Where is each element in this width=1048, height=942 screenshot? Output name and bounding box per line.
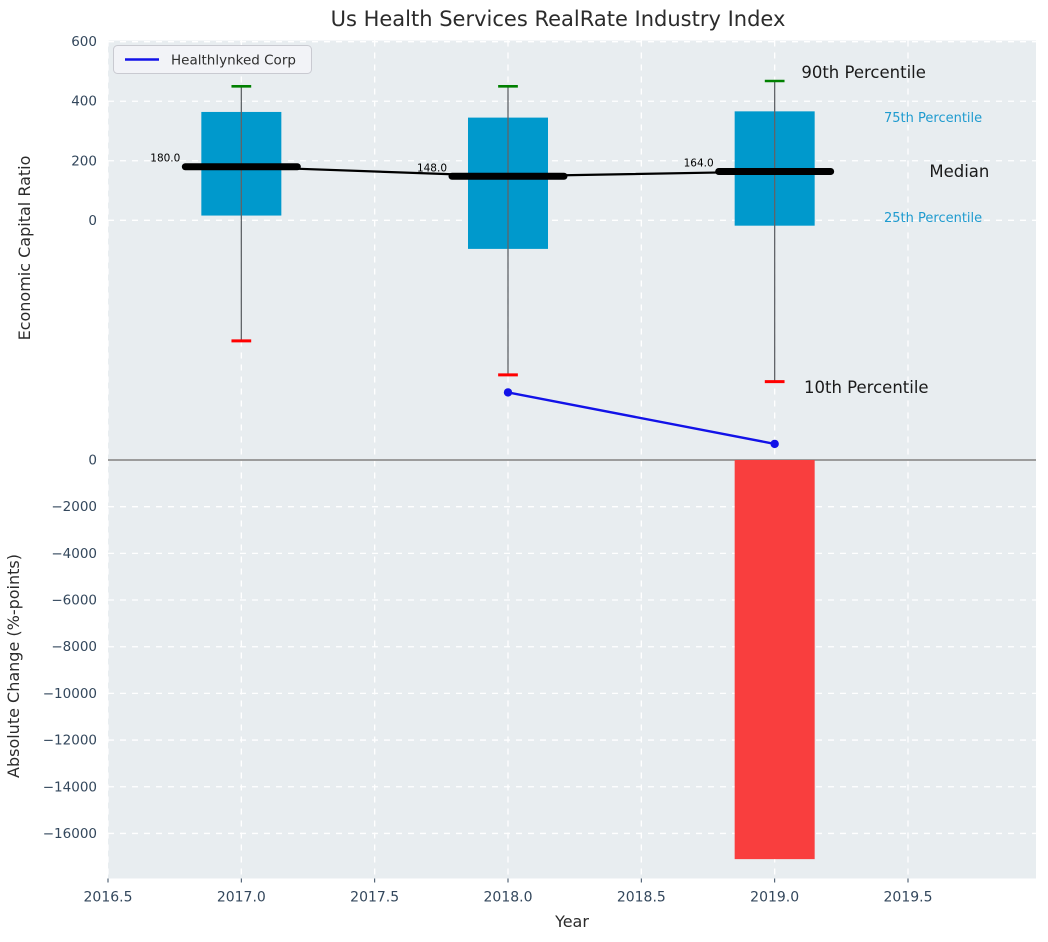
company-point-2019: [770, 439, 779, 449]
y-axis-label-top: Economic Capital Ratio: [15, 156, 34, 341]
median-value-label-2018: 148.0: [417, 162, 447, 174]
ytick-bottom--10000: −10000: [43, 686, 97, 702]
ytick-bottom--12000: −12000: [43, 733, 97, 749]
ytick-bottom--14000: −14000: [43, 779, 97, 795]
legend: Healthlynked Corp: [113, 45, 312, 74]
ytick-bottom-0: 0: [88, 452, 97, 468]
legend-label: Healthlynked Corp: [171, 53, 296, 69]
xtick-2019.0: 2019.0: [750, 890, 799, 906]
y-axis-label-bottom: Absolute Change (%-points): [4, 554, 23, 778]
ytick-bottom--2000: −2000: [51, 499, 97, 515]
annotation-median: Median: [929, 162, 989, 181]
ytick-bottom--6000: −6000: [51, 593, 97, 609]
ytick-bottom--16000: −16000: [43, 826, 97, 842]
x-axis-label: Year: [554, 912, 589, 931]
xtick-2018.5: 2018.5: [617, 890, 666, 906]
chart-plot-area: 180.0 148.0 164.0 90th Percentile 75th Perce…: [43, 34, 1036, 906]
annotation-90th-percentile: 90th Percentile: [801, 63, 926, 82]
ytick-top-600: 600: [71, 34, 97, 50]
ytick-bottom--8000: −8000: [51, 639, 97, 655]
change-bar-2019: [734, 459, 815, 860]
xtick-2017.5: 2017.5: [350, 890, 399, 906]
xtick-2017.0: 2017.0: [217, 890, 266, 906]
company-line: [507, 391, 775, 446]
ytick-top-400: 400: [71, 94, 97, 110]
annotation-25th-percentile: 25th Percentile: [884, 211, 982, 226]
median-value-label-2017: 180.0: [150, 153, 180, 165]
ytick-bottom--4000: −4000: [51, 546, 97, 562]
chart-title: Us Health Services RealRate Industry Ind…: [331, 7, 786, 31]
xtick-2019.5: 2019.5: [884, 890, 933, 906]
company-point-2018: [503, 388, 513, 397]
ytick-top-0: 0: [88, 213, 97, 229]
xtick-2018.0: 2018.0: [484, 890, 533, 906]
ytick-top-200: 200: [71, 153, 97, 169]
median-value-label-2019: 164.0: [684, 157, 714, 169]
annotation-10th-percentile: 10th Percentile: [804, 378, 929, 397]
legend-box: [113, 45, 312, 74]
xtick-2016.5: 2016.5: [84, 890, 133, 906]
annotation-75th-percentile: 75th Percentile: [884, 111, 982, 126]
